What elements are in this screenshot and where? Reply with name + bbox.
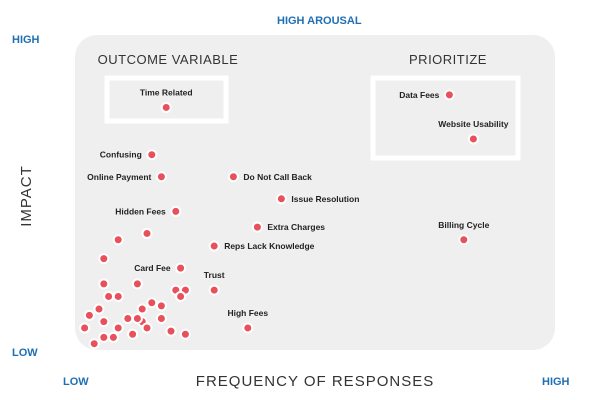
outcome-variable-box <box>104 75 229 124</box>
data-point <box>98 253 110 265</box>
point-label: Billing Cycle <box>438 220 489 230</box>
data-point <box>98 278 110 290</box>
data-point-trust <box>208 284 220 296</box>
point-label: Time Related <box>140 87 193 97</box>
plot-area <box>75 35 555 350</box>
data-point-high-fees <box>242 322 254 334</box>
point-label: Card Fee <box>134 263 171 273</box>
point-label: Do Not Call Back <box>243 172 312 182</box>
data-point <box>122 313 134 324</box>
points-layer: Time Related Data Fees Website Usability Co… <box>79 87 509 350</box>
data-point <box>146 297 158 309</box>
data-point <box>127 328 139 340</box>
outcome-variable-title: OUTCOME VARIABLE <box>98 52 239 67</box>
data-point <box>136 303 148 315</box>
data-point-hidden-fees <box>170 205 182 217</box>
data-point <box>98 331 110 343</box>
data-point-data-fees <box>443 89 455 101</box>
data-point <box>98 316 110 328</box>
data-point <box>165 325 177 337</box>
point-label: Confusing <box>100 150 142 160</box>
data-point <box>131 313 143 324</box>
data-point <box>79 322 91 334</box>
data-point-reps-lack-knowledge <box>208 240 220 252</box>
data-point <box>155 300 167 312</box>
point-label: Issue Resolution <box>291 194 359 204</box>
data-point <box>141 322 153 334</box>
data-point <box>155 313 167 324</box>
data-point-billing-cycle <box>458 234 470 246</box>
high-arousal-label: HIGH AROUSAL <box>277 15 362 27</box>
data-point-do-not-call-back <box>227 171 239 183</box>
data-point <box>112 322 124 334</box>
data-point-time-related <box>160 101 172 113</box>
data-point-extra-charges <box>251 221 263 233</box>
data-point-issue-resolution <box>275 193 287 205</box>
data-point-card-fee <box>175 262 187 274</box>
point-label: Website Usability <box>438 119 508 129</box>
data-point <box>103 290 115 302</box>
point-label: Reps Lack Knowledge <box>224 241 314 251</box>
point-label: Trust <box>204 270 225 280</box>
y-low-label: LOW <box>12 347 38 359</box>
data-point <box>88 338 100 350</box>
prioritize-title: PRIORITIZE <box>409 52 487 67</box>
data-point-website-usability <box>467 133 479 145</box>
data-point-online-payment <box>155 171 167 183</box>
y-axis-label: IMPACT <box>18 165 35 227</box>
data-point <box>175 290 187 302</box>
data-point <box>112 290 124 302</box>
point-label: Online Payment <box>87 172 151 182</box>
data-point <box>112 234 124 246</box>
prioritize-box <box>370 75 521 161</box>
point-label: Hidden Fees <box>115 206 166 216</box>
data-point <box>83 309 95 321</box>
point-label: Data Fees <box>399 90 439 100</box>
x-axis-label: FREQUENCY OF RESPONSES <box>196 373 434 390</box>
data-point <box>93 303 105 315</box>
x-high-label: HIGH <box>542 376 570 388</box>
data-point <box>107 331 119 343</box>
x-low-label: LOW <box>63 376 89 388</box>
data-point <box>141 227 153 239</box>
data-point-confusing <box>146 149 158 161</box>
point-label: Extra Charges <box>267 222 325 232</box>
data-point <box>179 328 191 340</box>
y-high-label: HIGH <box>12 34 40 46</box>
data-point <box>131 278 143 290</box>
point-label: High Fees <box>227 308 268 318</box>
